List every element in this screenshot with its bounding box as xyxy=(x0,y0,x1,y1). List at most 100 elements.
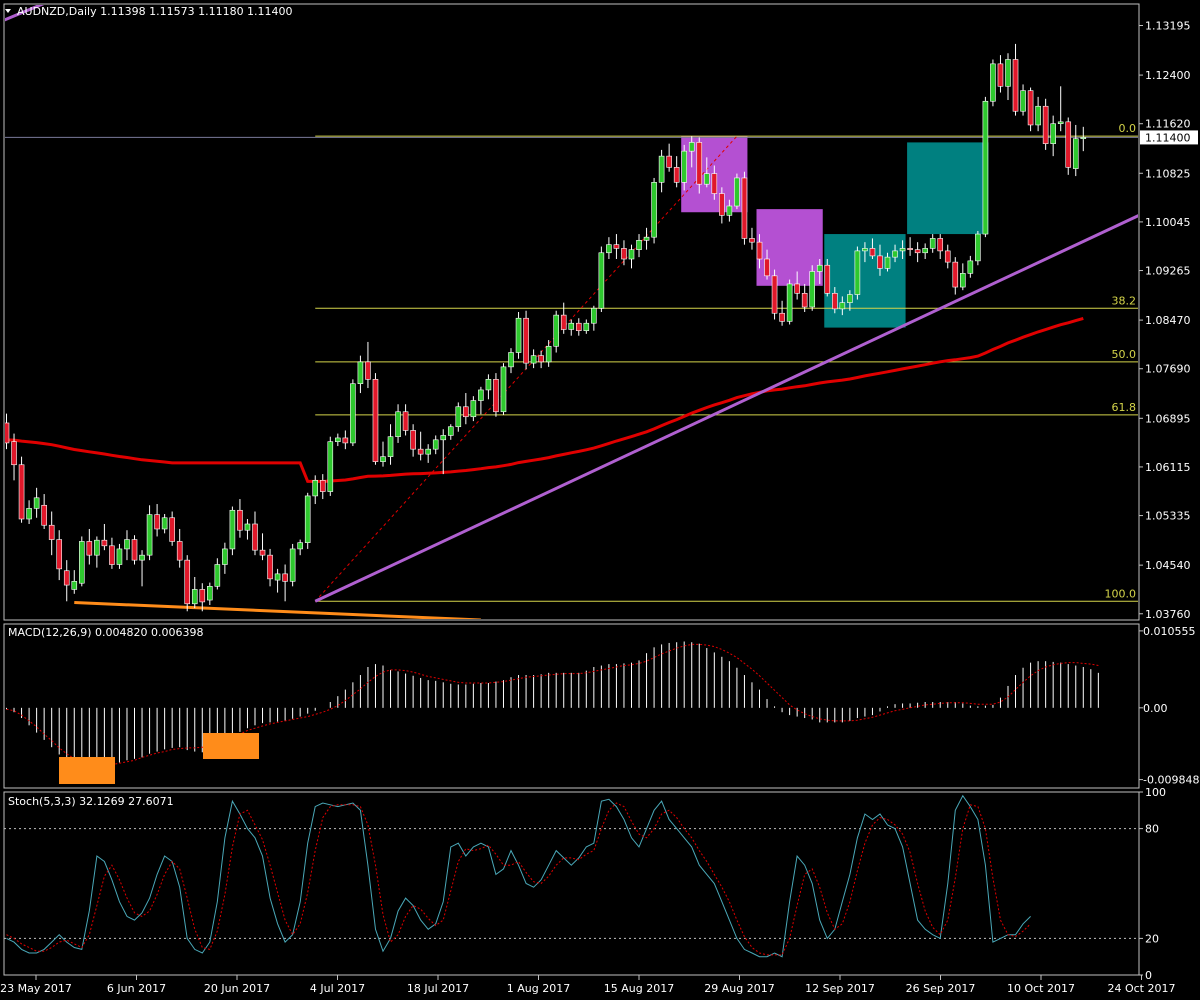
candle-body[interactable] xyxy=(1080,137,1087,139)
candle-body[interactable] xyxy=(967,260,974,274)
candle-body[interactable] xyxy=(11,441,17,466)
candle-body[interactable] xyxy=(304,495,311,543)
candle-body[interactable] xyxy=(884,256,891,269)
candle-body[interactable] xyxy=(907,248,913,250)
candle-body[interactable] xyxy=(191,589,198,605)
candle-body[interactable] xyxy=(463,406,469,418)
candle-body[interactable] xyxy=(688,142,695,152)
candle-body[interactable] xyxy=(771,275,778,314)
candle-body[interactable] xyxy=(4,422,10,444)
candle-body[interactable] xyxy=(575,322,582,332)
candle-body[interactable] xyxy=(711,173,718,194)
candle-body[interactable] xyxy=(952,261,959,288)
candle-body[interactable] xyxy=(274,573,281,581)
candle-body[interactable] xyxy=(455,406,462,428)
candle-body[interactable] xyxy=(854,250,861,295)
candle-body[interactable] xyxy=(703,173,710,185)
candle-body[interactable] xyxy=(312,480,319,497)
candle-body[interactable] xyxy=(131,539,138,561)
candle-body[interactable] xyxy=(651,182,657,238)
candle-body[interactable] xyxy=(26,508,32,520)
candle-body[interactable] xyxy=(530,355,537,364)
candle-body[interactable] xyxy=(764,258,770,277)
candle-body[interactable] xyxy=(350,383,356,444)
candle-body[interactable] xyxy=(515,317,522,353)
candle-body[interactable] xyxy=(432,439,439,450)
candle-body[interactable] xyxy=(335,437,341,442)
candle-body[interactable] xyxy=(493,379,499,413)
candle-body[interactable] xyxy=(124,539,130,550)
candle-body[interactable] xyxy=(222,548,228,565)
candle-body[interactable] xyxy=(71,581,78,590)
candle-body[interactable] xyxy=(944,250,951,263)
candle-body[interactable] xyxy=(613,244,620,249)
candle-body[interactable] xyxy=(643,236,650,241)
candle-body[interactable] xyxy=(395,411,401,437)
candle-body[interactable] xyxy=(1012,59,1019,112)
candle-body[interactable] xyxy=(523,317,529,364)
candle-body[interactable] xyxy=(560,314,567,330)
candle-body[interactable] xyxy=(816,264,823,272)
candle-body[interactable] xyxy=(63,570,70,586)
candle-body[interactable] xyxy=(779,312,785,322)
candle-body[interactable] xyxy=(380,456,386,462)
candle-body[interactable] xyxy=(33,497,40,509)
candle-body[interactable] xyxy=(1042,105,1049,144)
candle-body[interactable] xyxy=(801,292,808,308)
candle-body[interactable] xyxy=(485,379,492,391)
candle-body[interactable] xyxy=(621,248,627,260)
candle-body[interactable] xyxy=(990,63,996,102)
candle-body[interactable] xyxy=(598,252,605,309)
candle-body[interactable] xyxy=(877,255,883,269)
candle-body[interactable] xyxy=(831,292,838,310)
candle-body[interactable] xyxy=(470,400,477,418)
candle-body[interactable] xyxy=(756,241,763,260)
candle-body[interactable] xyxy=(282,573,288,582)
candle-body[interactable] xyxy=(734,177,740,207)
candle-body[interactable] xyxy=(342,437,349,444)
candle-body[interactable] xyxy=(869,248,876,257)
candle-body[interactable] xyxy=(297,542,303,550)
candle-body[interactable] xyxy=(1020,90,1026,112)
candle-body[interactable] xyxy=(116,548,123,565)
candle-body[interactable] xyxy=(146,514,153,556)
candle-body[interactable] xyxy=(176,541,183,561)
candle-body[interactable] xyxy=(478,389,484,401)
candle-body[interactable] xyxy=(161,517,168,530)
candle-body[interactable] xyxy=(154,514,160,530)
candle-body[interactable] xyxy=(41,504,47,526)
candle-body[interactable] xyxy=(741,177,748,239)
candle-body[interactable] xyxy=(214,564,221,587)
candle-body[interactable] xyxy=(591,307,597,324)
candle-body[interactable] xyxy=(553,314,559,347)
candle-body[interactable] xyxy=(252,523,258,551)
candle-body[interactable] xyxy=(673,167,680,183)
candle-body[interactable] xyxy=(922,248,928,254)
candle-body[interactable] xyxy=(199,589,206,603)
candle-body[interactable] xyxy=(207,586,213,601)
candle-body[interactable] xyxy=(666,155,672,168)
candle-body[interactable] xyxy=(545,345,552,363)
candle-body[interactable] xyxy=(914,249,921,254)
candle-body[interactable] xyxy=(1035,105,1041,126)
candle-body[interactable] xyxy=(606,244,612,254)
dropdown-triangle-icon[interactable] xyxy=(5,9,11,13)
candle-body[interactable] xyxy=(937,238,944,252)
candle-body[interactable] xyxy=(18,464,25,520)
candle-body[interactable] xyxy=(892,250,898,258)
candle-body[interactable] xyxy=(847,294,853,303)
candle-body[interactable] xyxy=(86,541,93,556)
candle-body[interactable] xyxy=(1005,59,1011,87)
candle-body[interactable] xyxy=(56,539,63,570)
candle-body[interactable] xyxy=(862,248,868,252)
candle-body[interactable] xyxy=(402,411,409,431)
candle-body[interactable] xyxy=(447,426,454,436)
candle-body[interactable] xyxy=(696,142,703,185)
candle-body[interactable] xyxy=(101,539,108,547)
candle-body[interactable] xyxy=(417,448,424,455)
candle-body[interactable] xyxy=(365,361,371,380)
candle-body[interactable] xyxy=(1050,123,1056,144)
candle-body[interactable] xyxy=(169,517,175,542)
candle-body[interactable] xyxy=(372,379,379,462)
candle-body[interactable] xyxy=(1065,121,1072,168)
